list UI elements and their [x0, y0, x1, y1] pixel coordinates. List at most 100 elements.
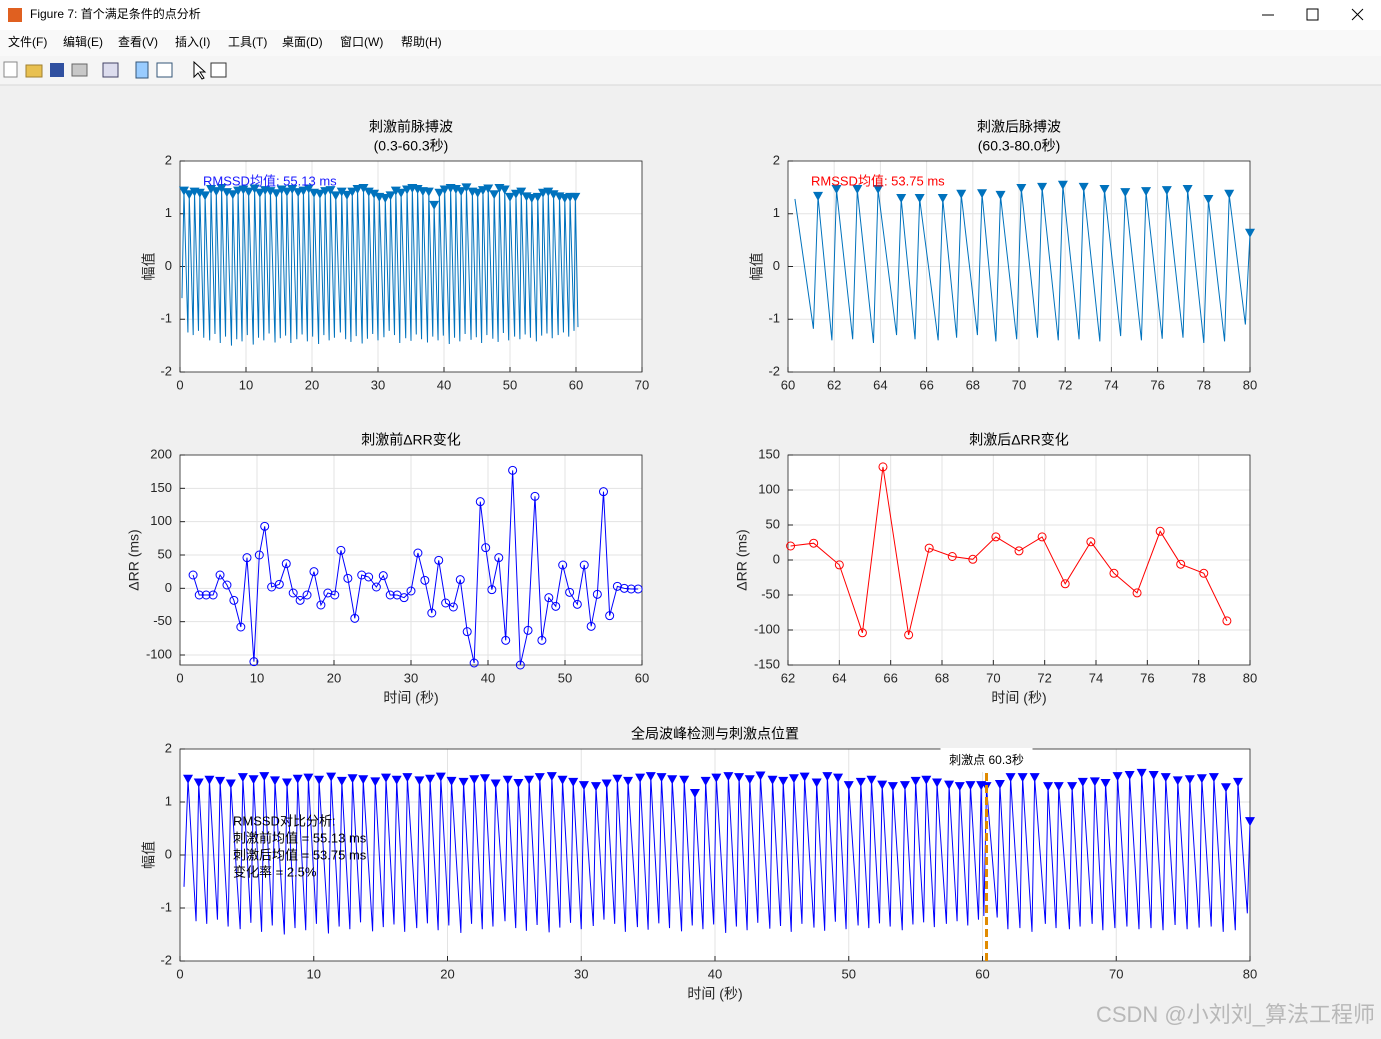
y-tick-label: -2	[768, 363, 780, 378]
y-tick-label: 200	[150, 446, 172, 461]
peak-marker	[385, 191, 396, 201]
open-icon[interactable]	[25, 64, 43, 78]
x-tick-label: 40	[708, 966, 722, 981]
data-line	[183, 773, 1250, 935]
peak-marker	[184, 190, 195, 200]
save-icon[interactable]	[50, 63, 64, 77]
peak-marker	[341, 190, 352, 200]
peak-marker	[852, 185, 863, 195]
menu-item[interactable]: 窗口(W)	[340, 35, 383, 49]
peak-marker	[303, 184, 314, 194]
peak-marker	[1196, 774, 1207, 784]
peak-marker	[287, 185, 298, 195]
point-marker	[343, 573, 353, 583]
peak-marker	[1043, 782, 1054, 792]
point-marker	[229, 595, 239, 605]
point-marker	[947, 552, 957, 561]
point-marker	[274, 579, 284, 589]
y-tick-label: -100	[754, 621, 780, 636]
peak-marker	[472, 188, 483, 198]
pointer-icon[interactable]	[193, 60, 207, 80]
maximize-button[interactable]	[1306, 8, 1319, 21]
peak-marker	[1099, 185, 1110, 195]
peak-marker	[510, 189, 521, 199]
point-marker	[1109, 568, 1119, 578]
point-marker	[1060, 579, 1070, 589]
point-marker	[565, 587, 575, 597]
point-marker	[441, 598, 451, 608]
peak-marker	[326, 772, 337, 782]
point-marker	[537, 635, 547, 645]
close-button[interactable]	[1351, 8, 1364, 21]
x-tick-label: 30	[371, 377, 385, 392]
peak-marker	[391, 775, 402, 785]
x-tick-label: 20	[440, 966, 454, 981]
toolbar	[0, 56, 1381, 85]
peak-marker	[281, 187, 292, 197]
peak-marker	[937, 193, 948, 203]
peak-marker	[439, 185, 450, 195]
peak-marker	[225, 779, 236, 789]
menu-item[interactable]: 帮助(H)	[401, 35, 442, 49]
point-marker	[508, 465, 518, 475]
annotation-line: 刺激后均值 = 53.75 ms	[233, 847, 367, 862]
peak-marker	[543, 187, 554, 197]
new-icon[interactable]	[3, 61, 18, 78]
point-marker	[1155, 526, 1165, 536]
peak-marker	[700, 776, 711, 786]
peak-marker	[557, 775, 568, 785]
menu-item[interactable]: 桌面(D)	[282, 35, 323, 49]
peak-marker	[216, 183, 227, 193]
point-marker	[330, 590, 340, 600]
peak-marker	[347, 774, 358, 784]
peak-marker	[254, 188, 265, 198]
annotation: RMSSD均值: 55.13 ms	[203, 173, 337, 188]
point-marker	[188, 570, 198, 580]
peak-marker	[336, 187, 347, 197]
peak-marker	[612, 774, 623, 784]
x-tick-label: 0	[176, 377, 183, 392]
peak-marker	[532, 192, 543, 202]
legend-icon[interactable]	[156, 62, 173, 78]
point-marker	[515, 660, 525, 670]
menu-item[interactable]: 编辑(E)	[63, 34, 103, 49]
point-marker	[558, 560, 568, 570]
property-icon[interactable]	[210, 62, 227, 78]
peak-marker	[314, 189, 325, 199]
peak-marker	[956, 189, 967, 199]
colorbar-icon[interactable]	[135, 61, 149, 79]
y-tick-label: -2	[160, 952, 172, 967]
point-marker	[406, 586, 416, 596]
menu-item[interactable]: 插入(I)	[175, 35, 210, 49]
peak-marker	[269, 776, 280, 786]
menu-item[interactable]: 查看(V)	[118, 35, 158, 49]
peak-marker	[446, 776, 457, 786]
stimulus-label-box	[940, 748, 1033, 772]
print-icon[interactable]	[71, 63, 88, 77]
link-icon[interactable]	[102, 62, 119, 78]
x-tick-label: 70	[1109, 966, 1123, 981]
peak-marker	[1078, 182, 1089, 192]
menu-item[interactable]: 工具(T)	[228, 35, 267, 49]
peak-marker	[352, 185, 363, 195]
point-marker	[1086, 537, 1096, 547]
peak-marker	[778, 776, 789, 786]
point-marker	[302, 590, 312, 600]
menu-item[interactable]: 文件(F)	[8, 34, 47, 49]
peak-marker	[1124, 771, 1135, 781]
peak-marker	[954, 782, 965, 792]
point-marker	[481, 543, 491, 553]
y-tick-label: 100	[150, 513, 172, 528]
chart-title: 刺激后ΔRR变化	[969, 432, 1069, 448]
peak-marker	[499, 185, 510, 195]
peak-marker	[811, 778, 822, 788]
x-tick-label: 66	[883, 670, 897, 685]
point-marker	[249, 657, 259, 667]
x-tick-label: 62	[827, 377, 841, 392]
point-marker	[323, 588, 333, 598]
x-tick-label: 10	[307, 966, 321, 981]
peak-marker	[369, 189, 380, 199]
peak-marker	[435, 772, 446, 782]
peak-marker	[635, 773, 646, 783]
point-marker	[288, 588, 298, 598]
